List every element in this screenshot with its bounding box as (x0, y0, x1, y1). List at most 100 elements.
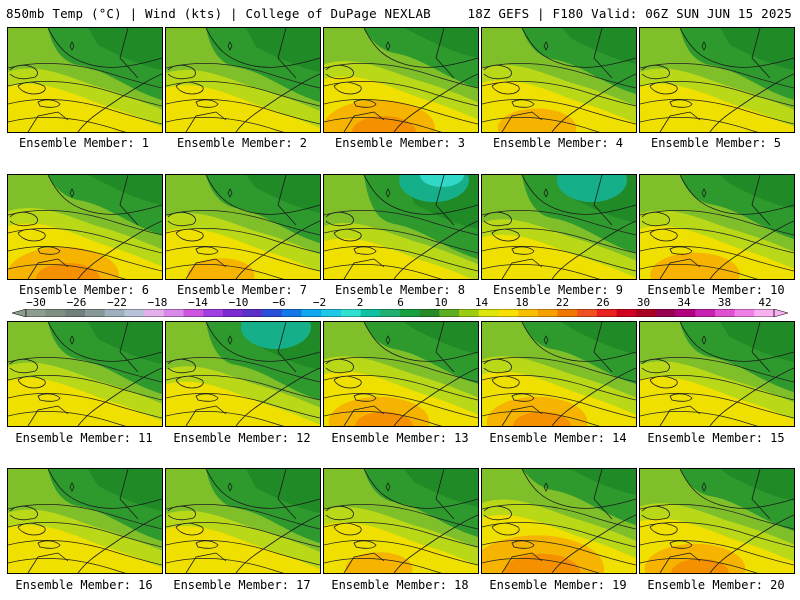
colorbar-tick-label: −10 (228, 296, 249, 309)
temperature-field-map (166, 28, 320, 132)
ensemble-map-panel (323, 174, 479, 280)
temperature-field-map (8, 322, 162, 426)
colorbar-swatch (655, 309, 676, 317)
colorbar-tick-label: 42 (758, 296, 772, 309)
colorbar-tick-label: 6 (397, 296, 404, 309)
ensemble-map-panel (481, 174, 637, 280)
temperature-field-map (8, 175, 162, 279)
ensemble-member-caption: Ensemble Member: 3 (334, 136, 466, 150)
colorbar-swatch (183, 309, 204, 317)
ensemble-map-panel (165, 321, 321, 427)
temperature-field-map (324, 469, 478, 573)
ensemble-member-caption: Ensemble Member: 2 (176, 136, 308, 150)
ensemble-map-panel (323, 321, 479, 427)
colorbar-swatch (26, 309, 46, 317)
colorbar-tick-label: −30 (26, 296, 46, 309)
colorbar-tick-label: 18 (515, 296, 529, 309)
ensemble-map-panel (323, 468, 479, 574)
temperature-field-map (324, 322, 478, 426)
colorbar-swatch (222, 309, 243, 317)
ensemble-member-caption: Ensemble Member: 6 (18, 283, 150, 297)
ensemble-member-caption: Ensemble Member: 7 (176, 283, 308, 297)
colorbar-swatch (596, 309, 617, 317)
temperature-field-map (640, 322, 794, 426)
temperature-field-map (166, 322, 320, 426)
colorbar-swatch (419, 309, 440, 317)
temperature-field-map (640, 469, 794, 573)
ensemble-member-caption: Ensemble Member: 9 (492, 283, 624, 297)
temperature-field-map (8, 28, 162, 132)
colorbar-swatch (340, 309, 361, 317)
colorbar-swatch (498, 309, 519, 317)
ensemble-map-panel (165, 174, 321, 280)
ensemble-member-caption: Ensemble Member: 16 (15, 578, 153, 592)
ensemble-member-caption: Ensemble Member: 19 (489, 578, 627, 592)
ensemble-map-panel (7, 321, 163, 427)
ensemble-member-caption: Ensemble Member: 17 (173, 578, 311, 592)
colorbar-swatch (281, 309, 302, 317)
colorbar-tick-label: 34 (677, 296, 691, 309)
colorbar-tick-label: −6 (272, 296, 286, 309)
colorbar-swatch (754, 309, 775, 317)
colorbar-swatch (695, 309, 716, 317)
colorbar-swatch (203, 309, 224, 317)
colorbar-swatch (242, 309, 263, 317)
ensemble-map-panel (639, 27, 795, 133)
ensemble-map-panel (481, 27, 637, 133)
colorbar-tick-label: −18 (147, 296, 168, 309)
colorbar-tick-label: −22 (107, 296, 127, 309)
colorbar-swatch (577, 309, 598, 317)
ensemble-member-caption: Ensemble Member: 12 (173, 431, 311, 445)
temperature-field-map (166, 175, 320, 279)
colorbar-swatch (262, 309, 283, 317)
colorbar-swatch (400, 309, 420, 317)
ensemble-map-panel (639, 174, 795, 280)
ensemble-member-caption: Ensemble Member: 14 (489, 431, 627, 445)
colorbar-swatch (85, 309, 106, 317)
ensemble-member-caption: Ensemble Member: 15 (647, 431, 785, 445)
ensemble-map-panel (481, 468, 637, 574)
ensemble-member-caption: Ensemble Member: 5 (650, 136, 782, 150)
temperature-field-map (482, 469, 636, 573)
colorbar-swatch (675, 309, 696, 317)
ensemble-map-panel (639, 468, 795, 574)
ensemble-map-panel (165, 468, 321, 574)
model-run-info: 18Z GEFS | F180 Valid: 06Z SUN JUN 15 20… (467, 6, 792, 21)
colorbar-swatch (636, 309, 657, 317)
temperature-field-map (482, 322, 636, 426)
colorbar-min-arrow (12, 309, 27, 317)
temperature-field-map (324, 175, 478, 279)
colorbar-tick-label: 10 (434, 296, 448, 309)
ensemble-member-caption: Ensemble Member: 10 (647, 283, 785, 297)
colorbar-swatch (616, 309, 637, 317)
colorbar-swatch (144, 309, 165, 317)
colorbar-max-arrow (773, 309, 788, 317)
colorbar-swatch (163, 309, 184, 317)
ensemble-member-caption: Ensemble Member: 20 (647, 578, 785, 592)
colorbar-swatch (124, 309, 145, 317)
ensemble-map-panel (323, 27, 479, 133)
colorbar-swatch (104, 309, 125, 317)
ensemble-map-panel (7, 174, 163, 280)
temperature-field-map (640, 28, 794, 132)
colorbar-swatch (478, 309, 499, 317)
ensemble-member-caption: Ensemble Member: 1 (18, 136, 150, 150)
colorbar-tick-label: 14 (474, 296, 489, 309)
colorbar-swatch (714, 309, 735, 317)
temperature-field-map (640, 175, 794, 279)
temperature-field-map (324, 28, 478, 132)
colorbar-tick-label: −14 (188, 296, 208, 309)
temperature-field-map (482, 175, 636, 279)
ensemble-map-panel (165, 27, 321, 133)
ensemble-member-caption: Ensemble Member: 8 (334, 283, 466, 297)
ensemble-map-panel (481, 321, 637, 427)
colorbar-swatch (557, 309, 578, 317)
colorbar-tick-label: 26 (596, 296, 610, 309)
temperature-field-map (8, 469, 162, 573)
temperature-colorbar (12, 309, 788, 317)
colorbar-swatch (734, 309, 755, 317)
colorbar-tick-label: −26 (66, 296, 87, 309)
colorbar-tick-label: −2 (312, 296, 327, 309)
ensemble-member-caption: Ensemble Member: 11 (15, 431, 153, 445)
colorbar-tick-label: 2 (356, 296, 364, 309)
